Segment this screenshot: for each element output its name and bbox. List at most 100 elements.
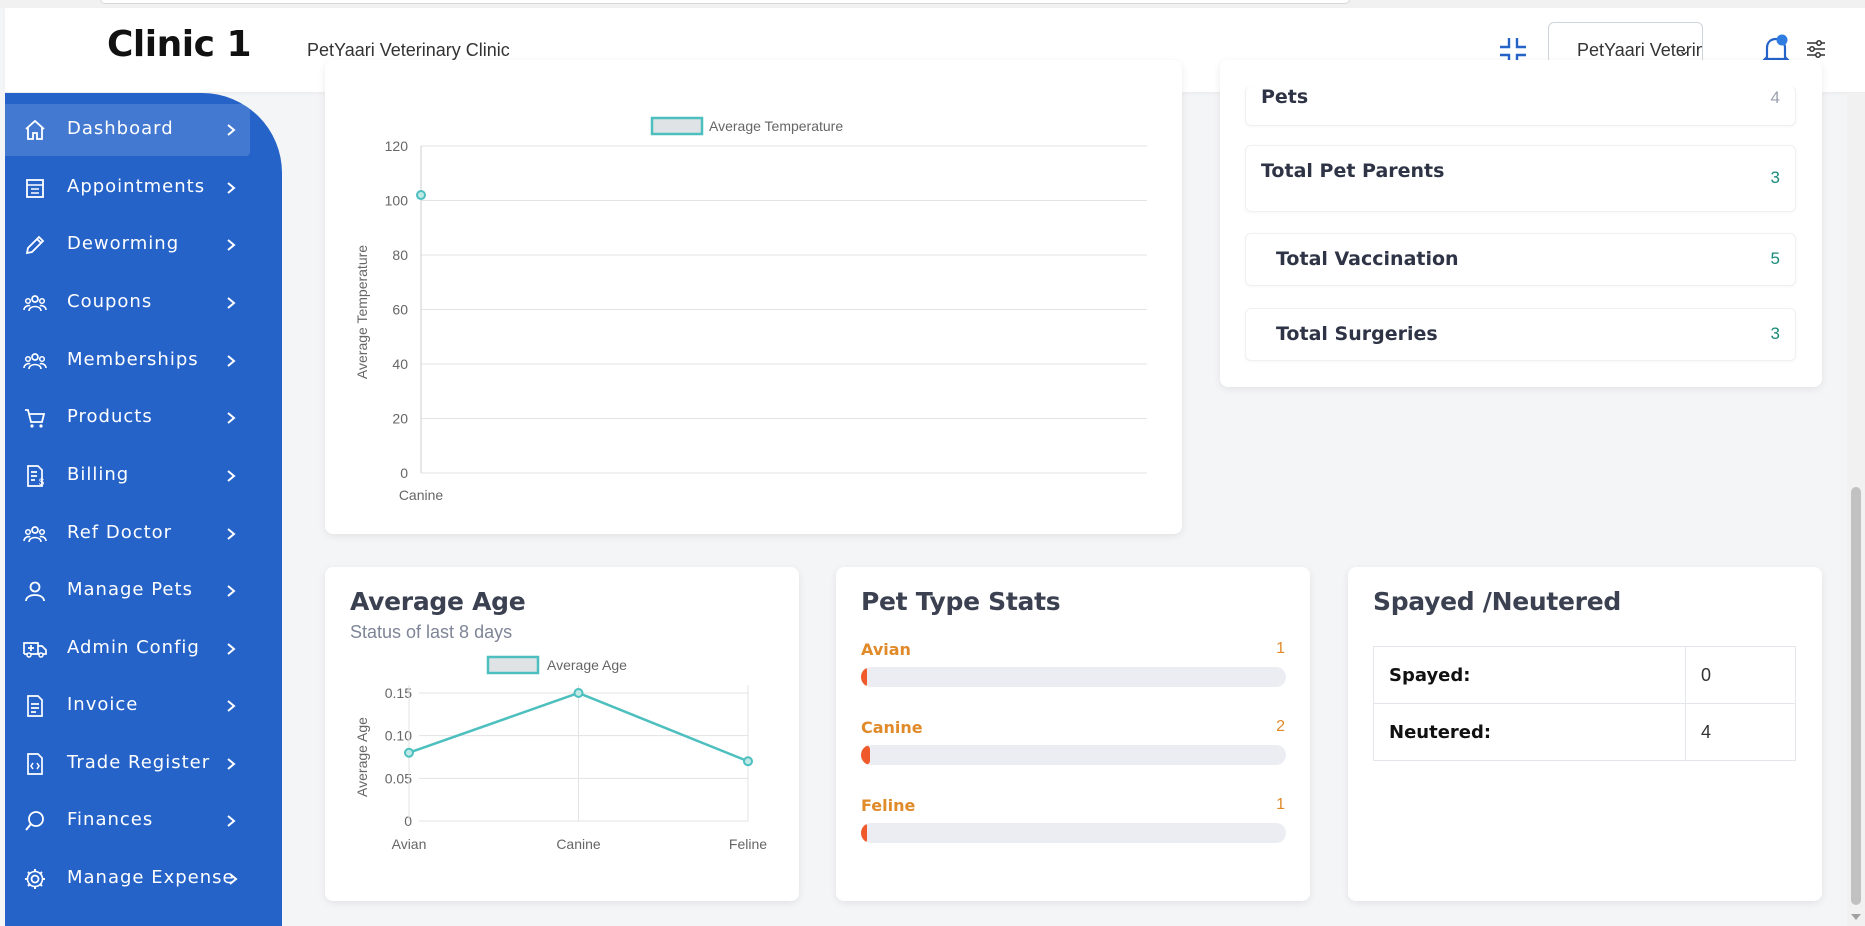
- sidebar-item-finances[interactable]: Finances: [5, 795, 282, 847]
- sidebar-item-label: Deworming: [67, 233, 180, 254]
- y-tick-label: 0.10: [385, 728, 412, 744]
- temperature-chart: Average Temperature 120 100 80 60 40 20 0 Averag…: [354, 116, 1147, 503]
- table-row: Spayed: 0: [1373, 646, 1796, 704]
- stat-value: 3: [1770, 324, 1780, 343]
- sidebar-item-label: Memberships: [67, 349, 199, 370]
- y-tick-label: 0: [400, 465, 408, 481]
- stat-row-pets[interactable]: Pets 4: [1245, 86, 1796, 126]
- legend-swatch: [486, 655, 540, 675]
- chevron-right-icon: [227, 182, 236, 194]
- pet-type-stats-card: Pet Type Stats Avian 1 Canine 2 Feline 1: [836, 567, 1310, 901]
- stat-value: 4: [1770, 88, 1780, 107]
- sidebar-item-trade-register[interactable]: Trade Register: [5, 738, 282, 790]
- y-tick-label: 0.05: [385, 770, 412, 786]
- stat-value: 5: [1770, 249, 1780, 268]
- pet-type-count: 1: [1276, 796, 1285, 813]
- shrink-icon[interactable]: [1498, 36, 1528, 66]
- pet-type-progress-track: [861, 745, 1286, 765]
- sidebar-item-products[interactable]: Products: [5, 392, 282, 444]
- card-title: Average Age: [350, 587, 526, 616]
- users-icon: [23, 353, 47, 370]
- users-icon: [23, 295, 47, 312]
- user-icon: [25, 581, 45, 602]
- y-tick-label: 100: [385, 193, 409, 209]
- sidebar-item-label: Ref Doctor: [67, 522, 173, 543]
- sidebar-item-admin-config[interactable]: Admin Config: [5, 623, 282, 675]
- ambulance-icon: [23, 642, 47, 658]
- chevron-right-icon: [227, 758, 236, 770]
- gear-icon: [25, 869, 45, 889]
- sidebar-item-memberships[interactable]: Memberships: [5, 335, 282, 387]
- chevron-right-icon: [227, 412, 236, 424]
- chevron-right-icon: [227, 528, 236, 540]
- chevron-right-icon: [227, 700, 236, 712]
- neutered-value: 4: [1685, 703, 1796, 761]
- cart-icon: [25, 409, 46, 428]
- settings-sliders-icon[interactable]: [1805, 38, 1827, 60]
- y-tick-label: 60: [392, 302, 408, 318]
- data-point: [743, 756, 753, 767]
- pet-type-progress-fill: [861, 667, 867, 687]
- sidebar-item-label: Finances: [67, 809, 154, 830]
- stat-label: Total Pet Parents: [1261, 160, 1445, 182]
- spayed-label: Spayed:: [1373, 646, 1686, 704]
- sidebar-item-billing[interactable]: $ Billing: [5, 450, 282, 502]
- browser-top-strip: [0, 0, 1865, 8]
- sidebar-item-label: Dashboard: [67, 118, 174, 139]
- spayed-neutered-table: Spayed: 0 Neutered: 4: [1373, 646, 1796, 761]
- y-tick-label: 0: [404, 813, 412, 829]
- x-tick-label: Feline: [729, 836, 767, 852]
- sidebar: Dashboard Appointments Deworming Coupons…: [5, 93, 282, 926]
- chevron-right-icon: [229, 873, 238, 885]
- sidebar-item-deworming[interactable]: Deworming: [5, 219, 282, 271]
- average-age-card: Average Age Status of last 8 days Averag…: [325, 567, 799, 901]
- legend-label: Average Age: [547, 657, 627, 673]
- sidebar-item-appointments[interactable]: Appointments: [5, 162, 282, 214]
- code-file-icon: [27, 753, 43, 775]
- data-point: [573, 688, 584, 698]
- card-subtitle: Status of last 8 days: [350, 622, 513, 642]
- clinic-select-value: PetYaari Veterinary Clinic: [1577, 40, 1702, 60]
- chevron-right-icon: [227, 355, 236, 367]
- brand-title: Clinic 1: [107, 24, 252, 65]
- sidebar-item-label: Manage Expense: [67, 867, 235, 888]
- card-title: Pet Type Stats: [861, 587, 1061, 616]
- sidebar-item-manage-pets[interactable]: Manage Pets: [5, 565, 282, 617]
- document-icon: [27, 695, 43, 717]
- pet-type-progress-track: [861, 823, 1286, 843]
- calendar-icon: [26, 179, 44, 198]
- sidebar-item-label: Trade Register: [67, 752, 211, 773]
- y-tick-label: 40: [392, 356, 408, 372]
- pet-type-label: Avian: [861, 640, 911, 659]
- sidebar-item-ref-doctor[interactable]: Ref Doctor: [5, 508, 282, 560]
- scrollbar-thumb[interactable]: [1851, 487, 1861, 905]
- chevron-right-icon: [227, 470, 236, 482]
- y-axis-label: Average Temperature: [354, 245, 370, 379]
- sidebar-item-dashboard[interactable]: Dashboard: [5, 104, 250, 156]
- card-title: Spayed /Neutered: [1373, 587, 1621, 616]
- scroll-down-arrow-icon[interactable]: [1850, 912, 1862, 922]
- data-point: [416, 190, 426, 201]
- x-tick-label: Avian: [392, 836, 427, 852]
- pet-type-progress-fill: [861, 823, 867, 843]
- stat-row-vaccination[interactable]: Total Vaccination 5: [1245, 233, 1796, 286]
- stat-row-pet-parents[interactable]: Total Pet Parents 3: [1245, 145, 1796, 212]
- pet-type-label: Feline: [861, 796, 916, 815]
- sidebar-item-label: Products: [67, 406, 153, 427]
- x-tick-label: Canine: [556, 836, 601, 852]
- sidebar-item-coupons[interactable]: Coupons: [5, 277, 282, 329]
- sidebar-item-invoice[interactable]: Invoice: [5, 680, 282, 732]
- sidebar-item-manage-expense[interactable]: Manage Expense: [5, 853, 282, 905]
- address-bar-edge: [100, 0, 1350, 4]
- y-tick-label: 20: [392, 411, 408, 427]
- x-tick-label: Canine: [399, 487, 444, 503]
- sidebar-item-label: Billing: [67, 464, 130, 485]
- chevron-right-icon: [227, 585, 236, 597]
- clinic-name: PetYaari Veterinary Clinic: [307, 40, 510, 60]
- y-tick-label: 0.15: [385, 685, 412, 701]
- chevron-right-icon: [227, 124, 236, 136]
- stat-row-surgeries[interactable]: Total Surgeries 3: [1245, 308, 1796, 361]
- chevron-right-icon: [227, 643, 236, 655]
- sidebar-item-label: Appointments: [67, 176, 206, 197]
- chevron-right-icon: [227, 815, 236, 827]
